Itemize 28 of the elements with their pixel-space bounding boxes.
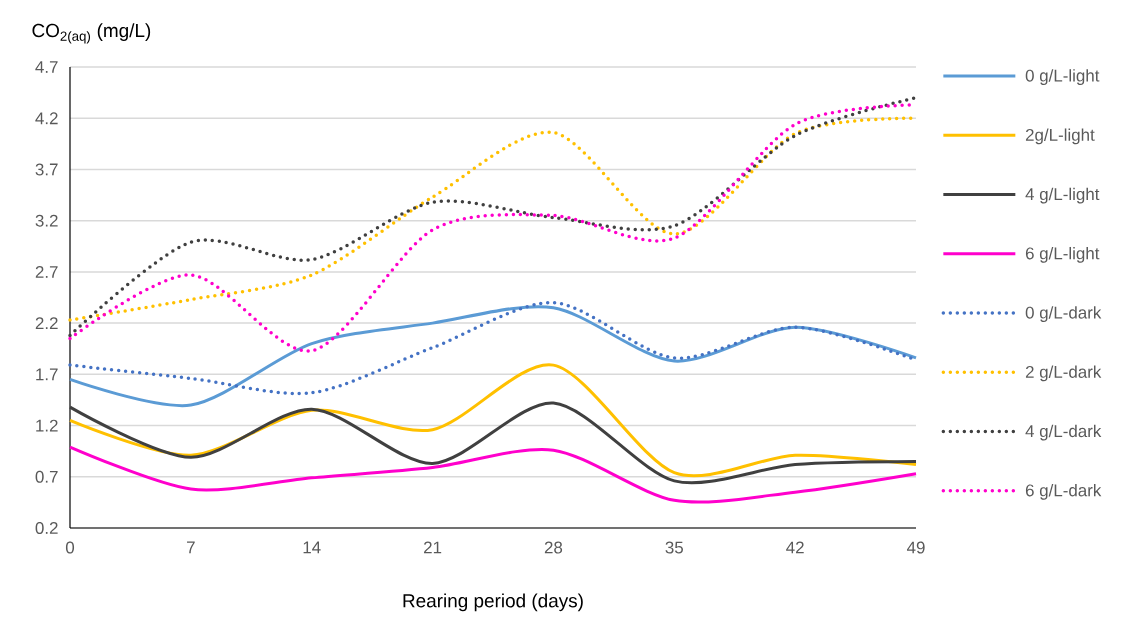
y-axis-title: CO$_{2(aq)}$ (mg/L) [32,23,151,44]
legend-label: 6 g/L-light [1025,246,1100,263]
x-tick-label: 42 [786,541,804,554]
y-tick-label: 1.2 [36,419,58,432]
legend-label: 0 g/L-dark [1025,306,1102,322]
x-tick-label: 35 [665,541,683,554]
legend-label: 2g/L-light [1025,128,1095,145]
x-tick-label: 49 [906,541,925,554]
y-tick-label: 2.2 [35,317,58,330]
x-tick-label: 21 [424,541,442,554]
x-tick-label: 0 [65,541,75,554]
legend-label: 2 g/L-dark [1025,365,1102,382]
legend-label: 6 g/L-dark [1025,483,1102,500]
x-tick-label: 7 [187,541,195,554]
x-axis-title: Rearing period (days) [403,593,583,612]
y-tick-label: 1.7 [36,368,58,381]
y-tick-label: 4.7 [35,61,58,73]
y-tick-label: 0.2 [35,522,58,534]
legend-label: 0 g/L-light [1025,69,1100,85]
x-tick-label: 14 [303,541,321,554]
y-tick-label: 2.7 [35,265,58,278]
legend-label: 4 g/L-dark [1025,424,1102,441]
y-tick-label: 3.2 [35,214,58,227]
y-tick-label: 0.7 [35,470,58,483]
y-tick-label: 3.7 [35,163,58,176]
legend-label: 4 g/L-light [1025,187,1100,204]
y-tick-label: 4.2 [35,112,58,125]
x-tick-label: 28 [544,541,563,554]
